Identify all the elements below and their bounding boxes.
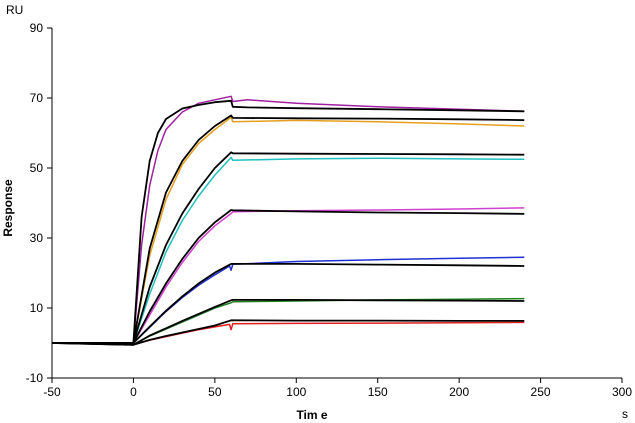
fit-curve <box>51 298 525 346</box>
data-curve <box>52 207 525 344</box>
fit-curve <box>52 151 525 344</box>
fit-curve <box>51 319 525 346</box>
fit-curve <box>52 99 525 344</box>
y-tick-label: 70 <box>30 91 44 105</box>
data-curve <box>52 156 525 344</box>
x-tick-label: 250 <box>531 385 551 399</box>
y-axis-ticks: -10 10 30 50 70 90 <box>26 21 52 385</box>
x-tick-label: -50 <box>43 385 61 399</box>
x-tick-label: 0 <box>130 385 137 399</box>
x-tick-label: 150 <box>368 385 388 399</box>
fit-curve <box>52 262 525 344</box>
series-group <box>51 95 525 346</box>
x-tick-label: 50 <box>208 385 222 399</box>
x-axis-title: Tim e <box>296 408 327 422</box>
fit-curve <box>52 114 525 344</box>
x-tick-label: 200 <box>449 385 469 399</box>
data-curve <box>52 95 525 344</box>
y-tick-label: 90 <box>30 21 44 35</box>
data-curve <box>51 321 525 346</box>
y-tick-label: 10 <box>30 301 44 315</box>
y-tick-label: 50 <box>30 161 44 175</box>
y-tick-label: 30 <box>30 231 44 245</box>
y-tick-label: -10 <box>26 371 44 385</box>
x-tick-label: 300 <box>612 385 632 399</box>
y-unit-label: RU <box>6 3 23 17</box>
x-axis-ticks: -50 0 50 100 150 200 250 300 <box>43 378 632 399</box>
x-tick-label: 100 <box>286 385 306 399</box>
x-unit-label: s <box>622 407 628 421</box>
fit-curve <box>52 209 525 344</box>
data-curve <box>52 116 525 344</box>
y-axis-title: Response <box>1 179 15 237</box>
